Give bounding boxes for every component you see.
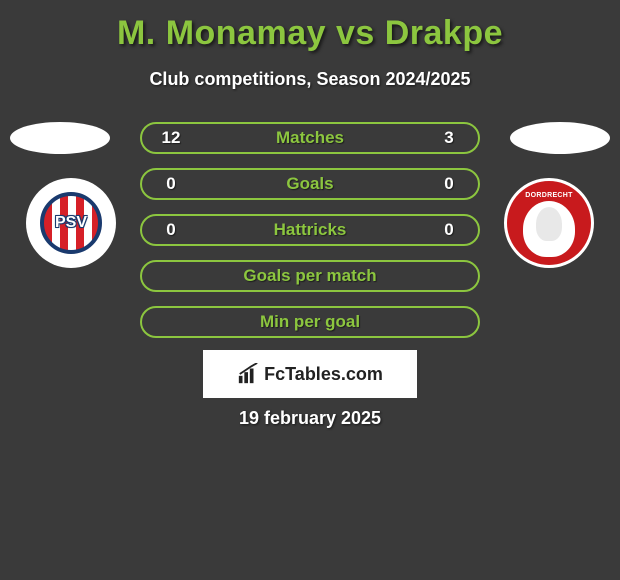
stat-label: Hattricks: [186, 220, 434, 240]
date-text: 19 february 2025: [0, 408, 620, 429]
stat-right-value: 0: [434, 220, 464, 240]
branding-box: FcTables.com: [203, 350, 417, 398]
stat-right-value: 3: [434, 128, 464, 148]
right-club-badge-text: DORDRECHT: [507, 192, 591, 199]
stat-label: Min per goal: [186, 312, 434, 332]
branding-text: FcTables.com: [264, 364, 383, 385]
stat-right-value: 0: [434, 174, 464, 194]
right-country-flag: [510, 122, 610, 154]
stat-label: Matches: [186, 128, 434, 148]
stat-left-value: 12: [156, 128, 186, 148]
stat-left-value: 0: [156, 174, 186, 194]
stat-row-goals-per-match: Goals per match: [140, 260, 480, 292]
left-club-badge-text: PSV: [40, 192, 102, 254]
page-title: M. Monamay vs Drakpe: [0, 0, 620, 53]
stat-row-min-per-goal: Min per goal: [140, 306, 480, 338]
right-club-logo: DORDRECHT: [504, 178, 594, 268]
left-country-flag: [10, 122, 110, 154]
stat-row-hattricks: 0 Hattricks 0: [140, 214, 480, 246]
left-club-logo: PSV: [26, 178, 116, 268]
stats-table: 12 Matches 3 0 Goals 0 0 Hattricks 0 Goa…: [140, 122, 480, 352]
stat-left-value: 0: [156, 220, 186, 240]
sheep-icon: [523, 201, 575, 257]
stat-row-matches: 12 Matches 3: [140, 122, 480, 154]
bar-chart-icon: [237, 363, 259, 385]
stat-row-goals: 0 Goals 0: [140, 168, 480, 200]
stat-label: Goals per match: [186, 266, 434, 286]
subtitle: Club competitions, Season 2024/2025: [0, 69, 620, 90]
stat-label: Goals: [186, 174, 434, 194]
